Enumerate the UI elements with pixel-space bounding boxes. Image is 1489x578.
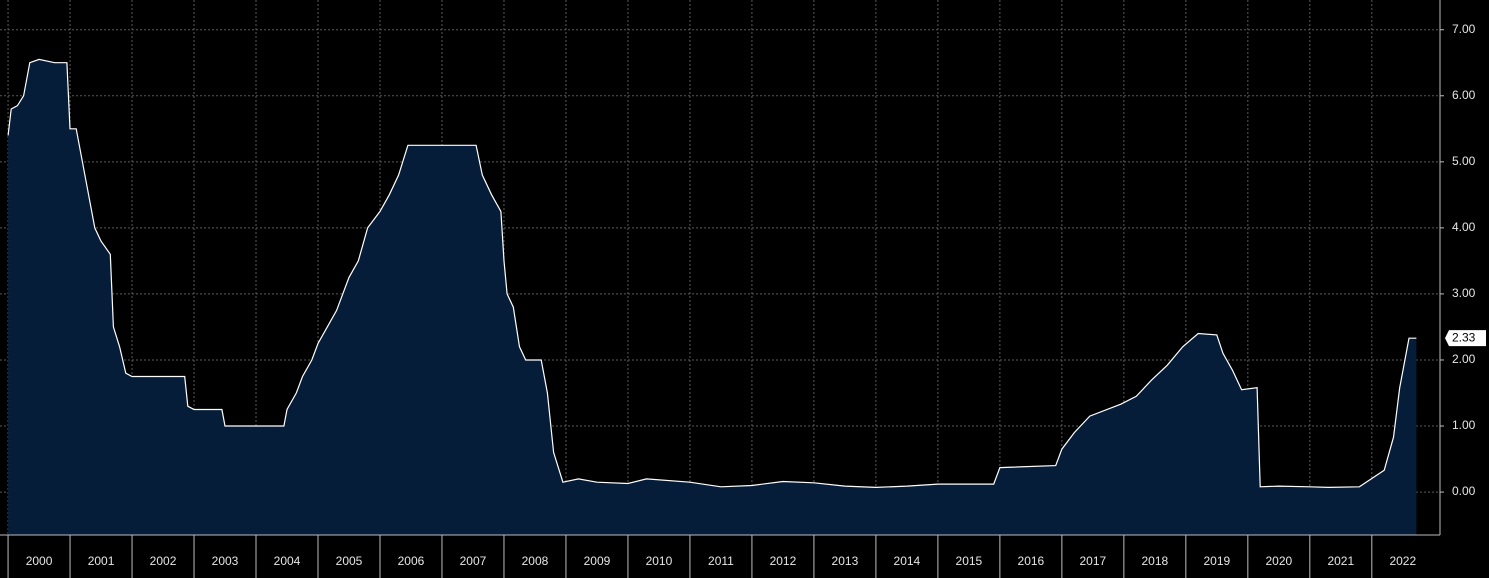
x-tick-label: 2009: [584, 554, 611, 568]
x-tick-label: 2018: [1141, 554, 1168, 568]
x-tick-label: 2000: [26, 554, 53, 568]
x-tick-label: 2007: [460, 554, 487, 568]
x-tick-label: 2001: [88, 554, 115, 568]
y-tick-label: 0.00: [1452, 484, 1476, 498]
x-tick-label: 2004: [274, 554, 301, 568]
line: [7, 58, 1417, 489]
y-tick-label: 4.00: [1452, 220, 1476, 234]
x-tick-label: 2006: [398, 554, 425, 568]
x-tick-label: 2015: [956, 554, 983, 568]
y-tick-label: 2.00: [1452, 352, 1476, 366]
y-tick-label: 7.00: [1452, 22, 1476, 36]
x-tick-label: 2020: [1265, 554, 1292, 568]
x-tick-label: 2003: [212, 554, 239, 568]
x-tick-label: 2012: [770, 554, 797, 568]
x-tick-label: 2016: [1018, 554, 1045, 568]
last-value-label: 2.33: [1452, 330, 1476, 344]
x-tick-label: 2008: [522, 554, 549, 568]
x-tick-label: 2021: [1327, 554, 1354, 568]
x-tick-label: 2017: [1080, 554, 1107, 568]
last-value-box: [1445, 330, 1486, 347]
x-tick-label: 2010: [646, 554, 673, 568]
y-tick-label: 1.00: [1452, 418, 1476, 432]
x-tick-label: 2014: [894, 554, 921, 568]
x-tick-label: 2022: [1389, 554, 1416, 568]
x-tick-label: 2019: [1203, 554, 1230, 568]
y-tick-label: 6.00: [1452, 88, 1476, 102]
x-tick-label: 2005: [336, 554, 363, 568]
y-tick-label: 3.00: [1452, 286, 1476, 300]
x-tick-label: 2013: [832, 554, 859, 568]
x-tick-label: 2002: [150, 554, 177, 568]
area: [8, 59, 1417, 536]
y-tick-label: 5.00: [1452, 154, 1476, 168]
x-tick-label: 2011: [708, 554, 734, 568]
